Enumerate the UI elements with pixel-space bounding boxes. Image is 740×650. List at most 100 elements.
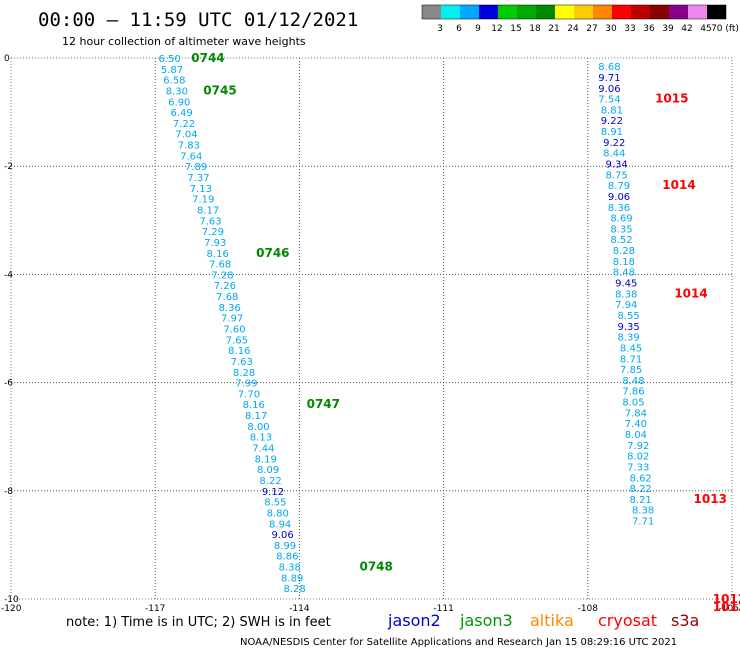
data-label: 8.86 bbox=[276, 552, 298, 563]
credit-line: NOAA/NESDIS Center for Satellite Applica… bbox=[240, 637, 677, 648]
data-label: 7.04 bbox=[175, 130, 197, 141]
data-label: 8.21 bbox=[630, 495, 652, 506]
x-tick-label: -120 bbox=[1, 604, 22, 614]
data-label: 9.35 bbox=[618, 322, 640, 333]
data-label: 8.94 bbox=[269, 519, 291, 530]
data-label: 8.09 bbox=[257, 465, 279, 476]
data-label: 8.22 bbox=[259, 476, 281, 487]
time-label: 1013 bbox=[694, 492, 727, 506]
data-label: 8.04 bbox=[625, 430, 647, 441]
x-axis-ticks: -120 -117 -114 -111 -108 -105 bbox=[1, 604, 739, 614]
data-label: 8.79 bbox=[608, 181, 630, 192]
data-label: 6.90 bbox=[168, 97, 190, 108]
data-label: 8.52 bbox=[610, 235, 632, 246]
grid-lines bbox=[11, 58, 732, 599]
data-label: 8.91 bbox=[601, 127, 623, 138]
scale-swatch bbox=[536, 5, 555, 19]
data-label: 7.68 bbox=[216, 292, 238, 303]
data-label: 7.92 bbox=[627, 441, 649, 452]
data-label: 8.81 bbox=[601, 105, 623, 116]
data-label: 6.58 bbox=[163, 76, 185, 87]
data-label: 8.71 bbox=[620, 354, 642, 365]
satellite-legend: jason2 jason3 altika cryosat s3a bbox=[387, 611, 699, 630]
data-label: 8.18 bbox=[613, 257, 635, 268]
scale-swatch bbox=[650, 5, 669, 19]
scale-swatch bbox=[593, 5, 612, 19]
time-label: 0746 bbox=[256, 246, 289, 260]
data-label: 7.97 bbox=[221, 314, 243, 325]
y-tick-label: 0 bbox=[4, 54, 10, 64]
scale-swatch bbox=[460, 5, 479, 19]
data-label: 8.35 bbox=[610, 224, 632, 235]
data-label: 9.22 bbox=[603, 138, 625, 149]
data-label: 9.34 bbox=[606, 159, 628, 170]
data-label: 9.22 bbox=[601, 116, 623, 127]
data-label: 6.49 bbox=[171, 108, 193, 119]
time-label: 0744 bbox=[191, 51, 224, 65]
data-label: 8.55 bbox=[264, 498, 286, 509]
x-tick-label: -105 bbox=[719, 604, 739, 614]
data-label: 7.86 bbox=[622, 387, 644, 398]
scale-swatch bbox=[517, 5, 536, 19]
scale-swatch bbox=[631, 5, 650, 19]
time-label: 1015 bbox=[655, 92, 688, 106]
data-label: 8.38 bbox=[615, 289, 637, 300]
data-label: 7.40 bbox=[625, 419, 647, 430]
data-label: 8.28 bbox=[283, 584, 305, 595]
wave-height-values: 6.505.876.588.306.906.497.227.047.837.64… bbox=[158, 54, 654, 595]
data-label: 8.75 bbox=[606, 170, 628, 181]
data-label: 7.85 bbox=[620, 365, 642, 376]
scale-swatch bbox=[669, 5, 688, 19]
data-label: 8.22 bbox=[630, 484, 652, 495]
data-label: 8.16 bbox=[243, 400, 265, 411]
time-label: 1012 bbox=[713, 592, 740, 606]
scale-label: 36 bbox=[643, 24, 655, 34]
data-label: 6.50 bbox=[158, 54, 180, 65]
satellite-jason2: jason2 bbox=[387, 611, 441, 630]
data-label: 7.28 bbox=[211, 270, 233, 281]
data-label: 7.70 bbox=[238, 389, 260, 400]
data-label: 8.13 bbox=[250, 433, 272, 444]
data-label: 7.83 bbox=[178, 141, 200, 152]
data-label: 8.30 bbox=[166, 86, 188, 97]
data-label: 9.06 bbox=[608, 192, 630, 203]
y-tick-label: -4 bbox=[4, 270, 13, 280]
data-label: 5.87 bbox=[161, 65, 183, 76]
time-label: 0745 bbox=[203, 83, 236, 97]
y-tick-label: -6 bbox=[4, 379, 13, 389]
x-tick-label: -108 bbox=[578, 604, 599, 614]
data-label: 8.44 bbox=[603, 149, 625, 160]
time-label: 0747 bbox=[307, 397, 340, 411]
x-tick-label: -114 bbox=[289, 604, 310, 614]
chart-title: 00:00 – 11:59 UTC 01/12/2021 bbox=[38, 9, 358, 31]
satellite-s3a: s3a bbox=[671, 611, 699, 630]
scale-swatch bbox=[707, 5, 726, 19]
scale-label: 39 bbox=[662, 24, 674, 34]
data-label: 7.89 bbox=[185, 162, 207, 173]
x-tick-label: -117 bbox=[145, 604, 165, 614]
data-label: 7.29 bbox=[202, 227, 224, 238]
plot-frame bbox=[10, 57, 733, 600]
scale-label: 21 bbox=[548, 24, 559, 34]
time-label: 1012 bbox=[713, 600, 740, 614]
data-label: 8.36 bbox=[219, 303, 241, 314]
satellite-cryosat: cryosat bbox=[598, 611, 657, 630]
data-label: 7.13 bbox=[190, 184, 212, 195]
data-label: 8.48 bbox=[622, 376, 644, 387]
y-axis-ticks: 0 -2 -4 -6 -8 -10 bbox=[4, 54, 19, 605]
data-label: 7.71 bbox=[632, 517, 654, 528]
data-label: 8.28 bbox=[233, 368, 255, 379]
scale-label: 12 bbox=[491, 24, 502, 34]
data-label: 7.26 bbox=[214, 281, 236, 292]
data-label: 7.63 bbox=[199, 216, 221, 227]
data-label: 9.06 bbox=[598, 84, 620, 95]
scale-label: 42 bbox=[681, 24, 692, 34]
scale-label: 24 bbox=[567, 24, 579, 34]
data-label: 8.17 bbox=[245, 411, 267, 422]
data-label: 7.37 bbox=[187, 173, 209, 184]
scale-swatch bbox=[441, 5, 460, 19]
scale-label: 27 bbox=[586, 24, 597, 34]
data-label: 8.38 bbox=[632, 506, 654, 517]
